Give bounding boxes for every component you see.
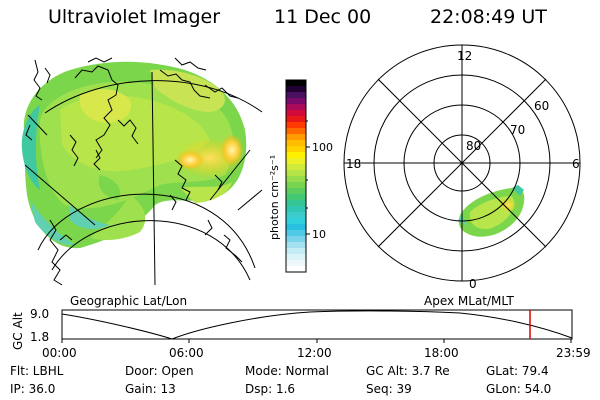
seq-info: Seq: 39 (366, 382, 412, 396)
xtick-1800: 18:00 (424, 346, 459, 360)
altitude-ytick-bottom: 1.8 (30, 330, 49, 344)
glat-info: GLat: 79.4 (486, 364, 549, 378)
xtick-2359: 23:59 (556, 346, 591, 360)
date-label: 11 Dec 00 (274, 6, 372, 28)
colorbar-label: photon cm⁻²s⁻¹ (268, 155, 281, 240)
instrument-title: Ultraviolet Imager (48, 6, 221, 28)
auroral-image (21, 61, 247, 249)
colorbar-tick-100: 100 (312, 141, 333, 154)
lat-label-70: 70 (510, 123, 525, 137)
mlt-label-0: 0 (469, 277, 477, 291)
glon-info: GLon: 54.0 (486, 382, 552, 396)
door-info: Door: Open (125, 364, 194, 378)
polar-plot: 80 70 60 12 18 6 0 (343, 44, 581, 291)
time-label: 22:08:49 UT (430, 6, 547, 28)
mlt-label-18: 18 (346, 157, 361, 171)
xtick-0600: 06:00 (169, 346, 204, 360)
lat-label-60: 60 (534, 99, 549, 113)
altitude-axis-label: GC Alt (11, 312, 25, 350)
colorbar: 100 10 photon cm⁻²s⁻¹ (268, 79, 333, 273)
altitude-ytick-top: 9.0 (30, 307, 49, 321)
mlt-label-6: 6 (572, 157, 580, 171)
apex-label: Apex MLat/MLT (424, 294, 514, 308)
xtick-0000: 00:00 (42, 346, 77, 360)
colorbar-tick-10: 10 (312, 228, 326, 241)
ip-info: IP: 36.0 (10, 382, 56, 396)
gc-alt-info: GC Alt: 3.7 Re (366, 364, 450, 378)
dsp-info: Dsp: 1.6 (245, 382, 296, 396)
mode-info: Mode: Normal (245, 364, 329, 378)
filter-info: Flt: LBHL (10, 364, 64, 378)
xtick-1200: 12:00 (297, 346, 332, 360)
altitude-plot: GC Alt 9.0 1.8 00:00 06:00 12:00 18:00 2… (11, 307, 591, 360)
coastlines (25, 57, 243, 286)
lat-label-80: 80 (466, 139, 481, 153)
mlt-label-12: 12 (457, 49, 472, 63)
gain-info: Gain: 13 (125, 382, 176, 396)
geographic-label: Geographic Lat/Lon (70, 294, 187, 308)
